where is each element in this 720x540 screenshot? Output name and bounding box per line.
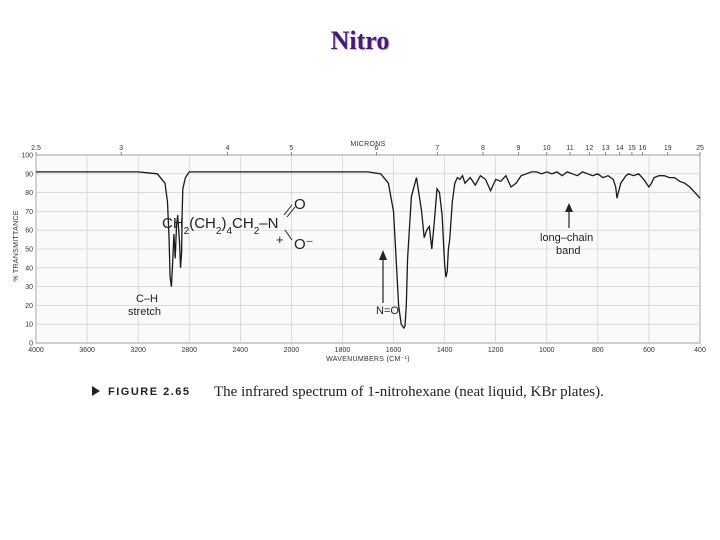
micron-tick-label: 14 (616, 145, 624, 152)
y-tick-label: 60 (25, 228, 33, 235)
micron-tick-label: 16 (639, 145, 647, 152)
y-tick-label: 10 (25, 322, 33, 329)
y-tick-label: 70 (25, 209, 33, 216)
micron-tick-label: 9 (516, 145, 520, 152)
structure-charge: + (276, 232, 284, 247)
y-tick-label: 40 (25, 265, 33, 272)
micron-tick-label: 19 (664, 145, 672, 152)
micron-tick-label: 12 (585, 145, 593, 152)
single-bond-line (284, 229, 293, 241)
y-tick-label: 20 (25, 303, 33, 310)
no-label: N=O (376, 305, 399, 317)
top-axis-title: MICRONS (350, 141, 385, 148)
micron-tick-label: 6 (375, 145, 379, 152)
x-tick-label: 600 (643, 347, 655, 354)
x-tick-label: 1200 (488, 347, 504, 354)
x-tick-label: 1800 (335, 347, 351, 354)
micron-tick-label: 4 (226, 145, 230, 152)
micron-tick-label: 10 (543, 145, 551, 152)
double-bond-line-1 (283, 204, 293, 216)
x-tick-label: 4000 (28, 347, 44, 354)
x-tick-label: 2800 (181, 347, 197, 354)
y-axis-title: % TRANSMITTANCE (13, 210, 20, 282)
y-tick-label: 100 (21, 153, 33, 160)
double-bond-line-2 (286, 206, 296, 218)
long-chain-annotation: long–chain band (540, 203, 593, 257)
spectrum-trace (36, 171, 701, 330)
micron-tick-label: 13 (602, 145, 610, 152)
x-tick-label: 1400 (437, 347, 453, 354)
micron-tick-label: 7 (435, 145, 439, 152)
y-tick-label: 50 (25, 247, 33, 254)
x-tick-label: 2400 (233, 347, 249, 354)
structure-formula: CH2(CH2)4CH2–N (162, 215, 278, 237)
long-chain-arrow-head (565, 203, 573, 212)
no-arrow-head (379, 250, 387, 260)
ch-stretch-sublabel: stretch (128, 306, 161, 318)
y-tick-label: 0 (29, 341, 33, 348)
x-tick-label: 1600 (386, 347, 402, 354)
long-chain-label: long–chain (540, 232, 593, 244)
y-tick-label: 80 (25, 190, 33, 197)
micron-tick-label: 8 (481, 145, 485, 152)
grid-lines (35, 154, 701, 344)
caption-arrow-icon (92, 386, 100, 396)
x-axis-title: WAVENUMBERS (CM⁻¹) (326, 356, 410, 363)
x-tick-label: 3600 (79, 347, 95, 354)
micron-tick-label: 11 (566, 145, 573, 152)
figure-caption: FIGURE 2.65 The infrared spectrum of 1-n… (92, 384, 604, 400)
micron-tick-label: 5 (289, 145, 293, 152)
x-tick-label: 400 (694, 347, 706, 354)
ch-stretch-annotation: C–H stretch (128, 293, 161, 318)
slide-title: Nitro (330, 26, 390, 55)
figure-caption-text: The infrared spectrum of 1-nitrohexane (… (214, 384, 604, 400)
x-tick-label: 800 (592, 347, 604, 354)
structure-annotation: CH2(CH2)4CH2–N O O⁻ + (162, 196, 314, 253)
ch-stretch-label: C–H (136, 293, 158, 305)
x-tick-label: 3200 (130, 347, 146, 354)
structure-top-oxygen: O (294, 196, 306, 213)
micron-tick-label: 25 (696, 145, 704, 152)
x-tick-label: 1000 (539, 347, 555, 354)
figure-label: FIGURE 2.65 (108, 386, 191, 398)
y-tick-label: 90 (25, 171, 33, 178)
long-chain-sublabel: band (556, 245, 580, 257)
x-tick-label: 2000 (284, 347, 300, 354)
micron-tick-label: 3 (119, 145, 123, 152)
structure-bottom-oxygen: O⁻ (294, 236, 314, 253)
y-tick-label: 30 (25, 284, 33, 291)
micron-tick-label: 2.5 (31, 145, 41, 152)
no-annotation: N=O (376, 250, 399, 317)
micron-tick-label: 15 (628, 145, 636, 152)
